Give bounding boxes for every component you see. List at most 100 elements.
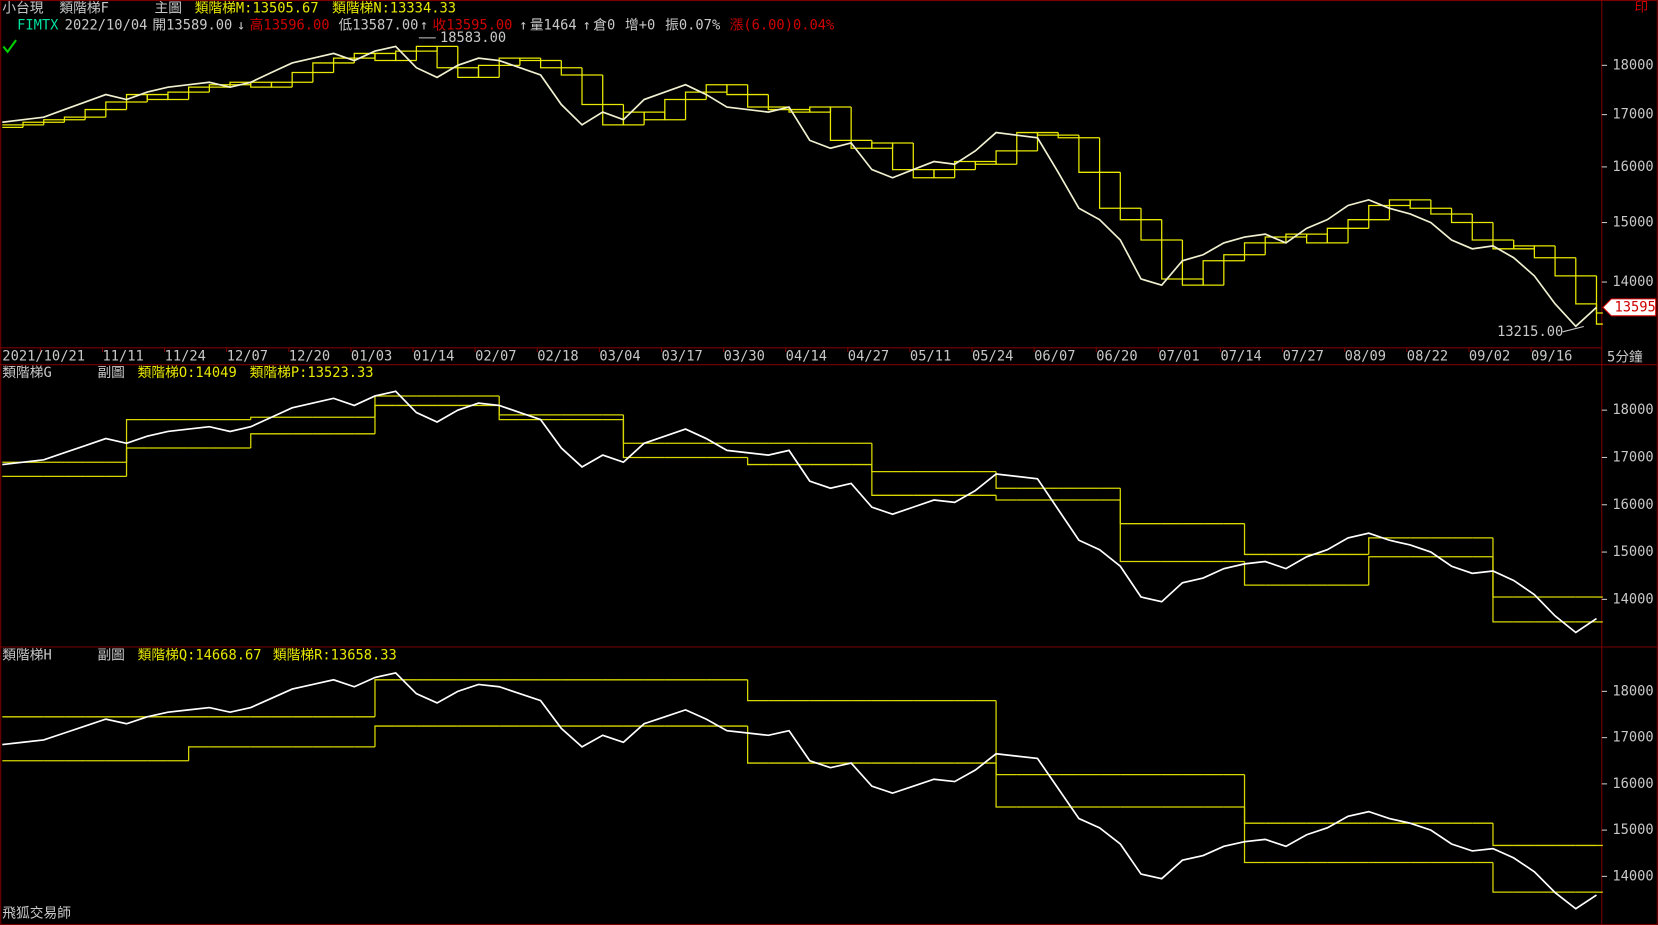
ladder-step: [1285, 236, 1307, 243]
ladder-step: [22, 124, 44, 128]
x-tick-label: 03/30: [724, 348, 765, 364]
ladder-step: [1140, 219, 1162, 241]
y-tick-label: 18000: [1612, 683, 1653, 699]
x-tick-label: 06/07: [1034, 348, 1075, 364]
quote-info: ↑: [519, 17, 527, 33]
ladder-step: [829, 107, 852, 141]
ladder-step: [1368, 556, 1390, 586]
ladder-step: [539, 58, 562, 62]
ladder-step: [188, 91, 210, 100]
quote-info: ↑: [583, 17, 591, 33]
panel-header: 類階梯H: [2, 647, 51, 663]
quote-info: 收13595.00: [433, 17, 513, 33]
ladder-step: [250, 416, 272, 420]
ladder-step: [105, 108, 127, 118]
ladder-step: [291, 71, 313, 83]
x-tick-label: 02/18: [537, 348, 578, 364]
x-tick-label: 11/11: [102, 348, 143, 364]
panel-header: 類階梯F: [59, 0, 108, 16]
ladder-step: [1430, 199, 1452, 209]
ladder-step: [871, 464, 893, 496]
ladder-step: [146, 93, 168, 103]
ladder-step: [1450, 208, 1473, 215]
ladder-step: [1098, 172, 1121, 209]
ladder-step: [1243, 561, 1266, 586]
ladder-step: [1243, 254, 1266, 261]
ladder-step: [84, 116, 106, 120]
ladder-step: [974, 160, 997, 170]
ladder-step: [1533, 245, 1556, 249]
ladder-step: [374, 52, 396, 59]
ladder-step: [1306, 234, 1328, 244]
quote-info: ↓: [237, 17, 245, 33]
ladder-step: [1161, 219, 1183, 241]
y-tick-label: 18000: [1612, 402, 1653, 418]
x-tick-label: 01/14: [413, 348, 454, 364]
ladder-step: [1533, 245, 1556, 259]
ladder-step: [1223, 260, 1245, 286]
ladder-step: [374, 404, 396, 434]
price-tag-label: 13595: [1614, 299, 1655, 315]
ladder-step: [1492, 823, 1514, 847]
footer-text: 飛狐交易師: [2, 904, 71, 921]
x-tick-label: 06/20: [1096, 348, 1137, 364]
ladder-step: [1575, 257, 1597, 277]
ladder-step: [684, 98, 707, 120]
ladder-step: [1450, 213, 1473, 224]
ladder-step: [643, 111, 665, 125]
ladder-step: [1078, 135, 1100, 139]
ladder-step: [519, 57, 541, 66]
ladder-step: [622, 419, 645, 459]
panel-header: 類階梯M:13505.67: [195, 0, 319, 16]
ladder-step: [726, 84, 748, 93]
ladder-step: [1098, 137, 1121, 173]
y-tick-label: 18000: [1612, 57, 1653, 73]
quote-info: 振0.07%: [665, 17, 721, 33]
y-tick-label: 15000: [1612, 544, 1653, 560]
ladder-step: [1243, 242, 1266, 255]
ladder-step: [1492, 556, 1514, 623]
ladder-step: [933, 169, 955, 179]
ladder-step: [291, 81, 313, 88]
ladder-step: [1513, 239, 1535, 250]
ladder-step: [312, 71, 334, 83]
ladder-step: [747, 726, 769, 764]
panel-header: 類階梯Q:14668.67: [138, 647, 262, 663]
corner-text[interactable]: 印: [1635, 0, 1649, 15]
ladder-step: [747, 94, 769, 108]
panel-header: 類階梯N:13334.33: [332, 0, 456, 16]
y-tick-label: 15000: [1612, 215, 1653, 231]
x-tick-label: 08/09: [1345, 348, 1386, 364]
ladder-step: [1388, 199, 1411, 206]
ladder-step: [1430, 208, 1452, 215]
x-tick-label: 03/04: [599, 348, 640, 364]
ladder-step: [1326, 234, 1349, 244]
quote-info: ↑: [420, 17, 428, 33]
x-tick-label: 11/24: [165, 348, 206, 364]
ladder-step: [1140, 208, 1162, 221]
quote-info: FIMTX: [17, 17, 59, 33]
ladder-step: [1243, 806, 1266, 864]
ladder-step: [1078, 137, 1100, 173]
y-tick-label: 17000: [1612, 730, 1653, 746]
ladder-step: [1202, 260, 1224, 286]
quote-info: 量1464: [530, 17, 577, 33]
ladder-step: [332, 62, 355, 73]
ladder-step: [622, 104, 645, 126]
ladder-step: [809, 109, 831, 113]
ladder-step: [374, 725, 396, 747]
ladder-step: [995, 471, 1017, 489]
ladder-step: [788, 109, 810, 113]
ladder-step: [1492, 862, 1514, 893]
ladder-step: [705, 91, 727, 100]
ladder-step: [581, 74, 603, 106]
x-tick-label: 04/14: [786, 348, 827, 364]
x-tick-label: 05/11: [910, 348, 951, 364]
ladder-step: [1016, 131, 1038, 151]
ladder-step: [1243, 523, 1266, 556]
ladder-step: [1492, 222, 1514, 241]
ladder-step: [63, 119, 86, 123]
